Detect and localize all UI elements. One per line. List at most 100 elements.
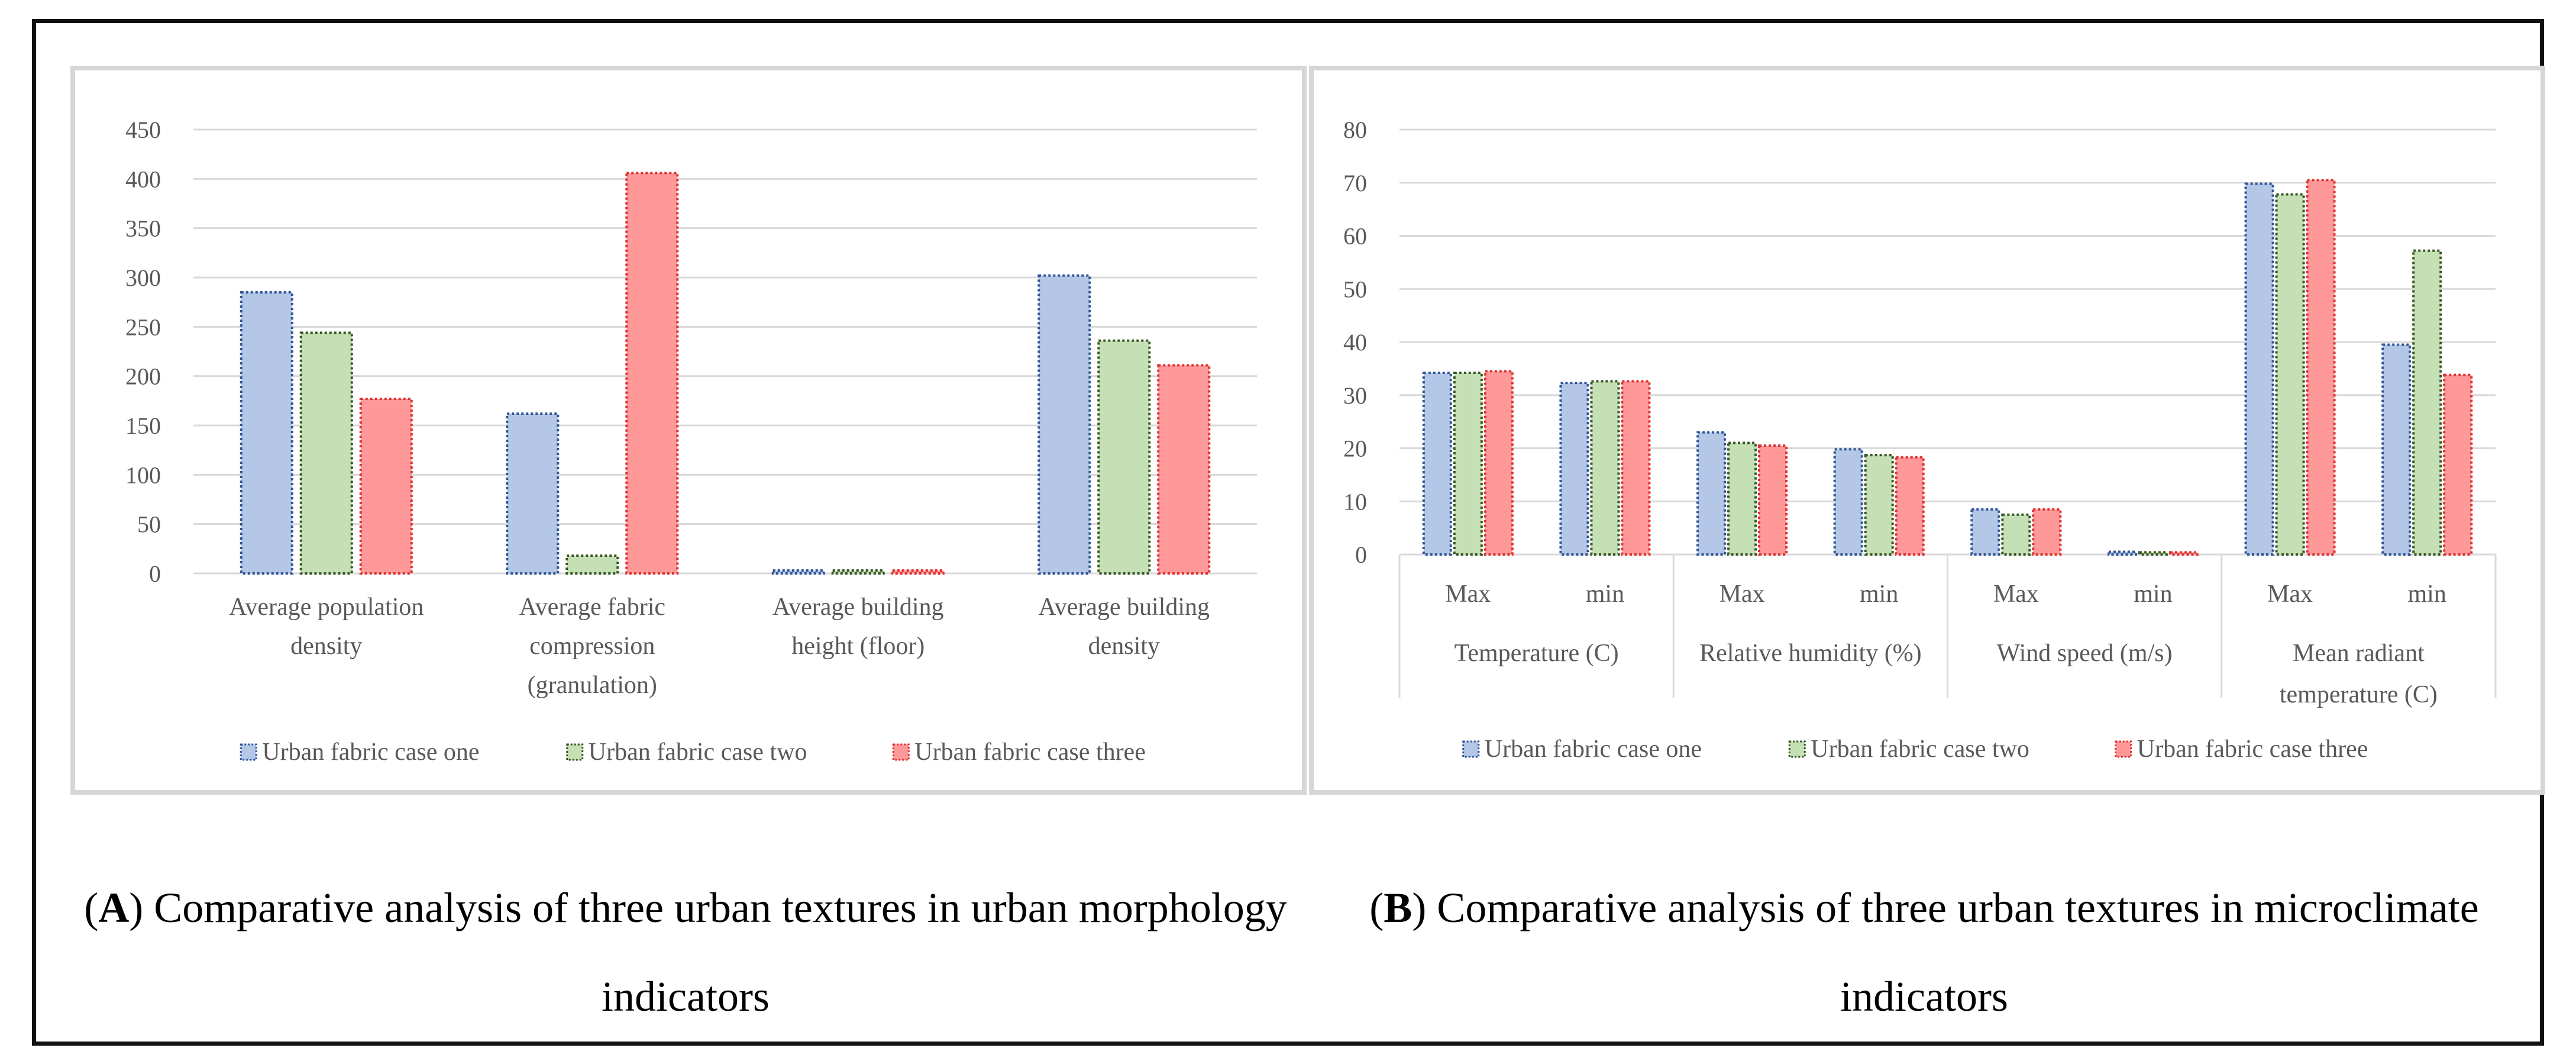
y-tick-label: 300	[125, 265, 161, 291]
bar-b-c3-s1	[1696, 431, 1727, 556]
bar-b-c2-s3	[1621, 380, 1651, 556]
bar-a-c3-s1	[771, 569, 825, 575]
bar-a-c2-s2	[565, 554, 619, 575]
legend-label-2: Urban fabric case two	[589, 739, 807, 766]
y-tick-label: 80	[1343, 117, 1367, 143]
legend-label-3: Urban fabric case three	[914, 739, 1146, 766]
caption-a-letter: A	[98, 884, 130, 931]
legend-label-1: Urban fabric case one	[1485, 736, 1702, 763]
bar-b-c1-s1	[1422, 372, 1452, 556]
y-tick-label: 400	[125, 166, 161, 192]
y-tick-label: 100	[125, 462, 161, 488]
bar-b-c6-s1	[2107, 550, 2137, 556]
bar-b-c8-s1	[2381, 343, 2412, 556]
legend-label-1: Urban fabric case one	[262, 739, 479, 766]
bar-b-c1-s3	[1483, 370, 1514, 556]
y-tick-label: 60	[1343, 223, 1367, 250]
x-sub-label: min	[2134, 581, 2172, 608]
y-tick-label: 350	[125, 215, 161, 242]
legend-swatch-3	[892, 743, 910, 761]
caption-b: (B) Comparative analysis of three urban …	[1369, 884, 2479, 1020]
x-sub-label: min	[2408, 581, 2446, 608]
x-group-label: Mean radiant	[2293, 640, 2425, 667]
legend-swatch-2	[1788, 740, 1806, 758]
y-tick-label: 0	[149, 560, 161, 587]
x-sub-label: min	[1860, 581, 1898, 608]
y-tick-label: 250	[125, 314, 161, 340]
y-tick-label: 70	[1343, 170, 1367, 196]
bar-b-c7-s3	[2306, 179, 2336, 556]
y-tick-label: 200	[125, 363, 161, 390]
y-tick-label: 20	[1343, 436, 1367, 462]
bar-b-c4-s1	[1833, 448, 1863, 556]
legend-label-3: Urban fabric case three	[2137, 736, 2368, 763]
caption-b-letter: B	[1384, 884, 1413, 931]
bar-b-c5-s1	[1970, 508, 2000, 556]
legend-label-2: Urban fabric case two	[1811, 736, 2029, 763]
x-category-label: density	[290, 633, 362, 660]
legend-swatch-1	[1462, 740, 1480, 758]
bar-b-c7-s1	[2244, 182, 2274, 556]
bar-a-c2-s3	[625, 172, 679, 575]
y-tick-label: 50	[137, 511, 161, 538]
x-category-label: Average building	[773, 594, 944, 621]
bar-b-c6-s3	[2168, 551, 2199, 556]
x-category-label: Average building	[1038, 594, 1210, 621]
bar-b-c5-s2	[2001, 513, 2031, 556]
x-sub-label: min	[1586, 581, 1624, 608]
bar-a-c1-s1	[240, 291, 293, 575]
bar-b-c7-s2	[2275, 193, 2305, 556]
x-category-label: density	[1088, 633, 1160, 660]
bar-b-c6-s2	[2138, 551, 2168, 556]
y-tick-label: 30	[1343, 382, 1367, 409]
bar-b-c5-s3	[2032, 508, 2062, 556]
y-tick-label: 150	[125, 412, 161, 439]
chart-panel-a: 0 50 100 150 200 250 300 350 400 450 Average popul…	[70, 66, 1307, 795]
legend-swatch-3	[2115, 740, 2132, 758]
x-group-label: temperature (C)	[2280, 681, 2438, 708]
x-category-label: Average population	[229, 594, 424, 621]
bar-b-c3-s2	[1727, 441, 1757, 556]
x-sub-label: Max	[1445, 581, 1491, 608]
y-tick-label: 450	[125, 117, 161, 143]
bar-a-c4-s2	[1097, 339, 1151, 575]
x-group-label: Relative humidity (%)	[1699, 640, 1922, 667]
bar-b-c2-s2	[1590, 380, 1620, 556]
figure-frame: 0 50 100 150 200 250 300 350 400 450 Average popul…	[32, 19, 2545, 1046]
bar-a-c3-s3	[891, 569, 945, 575]
bar-b-c1-s2	[1453, 372, 1483, 556]
bar-a-c4-s3	[1157, 364, 1211, 575]
y-tick-label: 50	[1343, 276, 1367, 302]
caption-b-text: Comparative analysis of three urban text…	[1426, 884, 2479, 1020]
bar-b-c2-s1	[1559, 382, 1589, 556]
x-category-label: Average fabric	[519, 594, 665, 621]
x-category-label: compression	[529, 633, 655, 660]
bar-a-c3-s2	[831, 569, 885, 575]
caption-a: (A) Comparative analysis of three urban …	[84, 884, 1287, 1020]
x-group-label: Temperature (C)	[1455, 640, 1619, 667]
x-category-label: (granulation)	[528, 672, 657, 699]
y-tick-label: 10	[1343, 488, 1367, 515]
legend-swatch-1	[240, 743, 257, 761]
bar-a-c2-s1	[506, 412, 560, 575]
legend-swatch-2	[566, 743, 584, 761]
x-sub-label: Max	[2267, 581, 2313, 608]
bar-a-c1-s3	[359, 398, 413, 575]
x-category-label: height (floor)	[791, 633, 925, 660]
chart-b: 0 10 20 30 40 50 60 70 80 Max min Max min Max min Max mi…	[1343, 117, 2497, 763]
x-sub-label: Max	[1720, 581, 1765, 608]
y-tick-label: 0	[1355, 541, 1367, 568]
x-sub-label: Max	[1993, 581, 2039, 608]
bar-b-c4-s2	[1864, 454, 1894, 556]
bar-b-c8-s3	[2443, 373, 2473, 556]
bar-b-c8-s2	[2412, 249, 2442, 556]
caption-a-text: Comparative analysis of three urban text…	[143, 884, 1287, 1020]
y-tick-label: 40	[1343, 329, 1367, 356]
bar-b-c3-s3	[1758, 444, 1788, 556]
chart-a: 0 50 100 150 200 250 300 350 400 450 Average popul…	[125, 117, 1257, 766]
chart-panel-b: 0 10 20 30 40 50 60 70 80 Max min Max min Max min Max mi…	[1309, 66, 2545, 795]
bar-a-c4-s1	[1037, 274, 1091, 575]
x-group-label: Wind speed (m/s)	[1997, 640, 2173, 667]
bar-b-c4-s3	[1895, 456, 1925, 556]
bar-a-c1-s2	[299, 331, 353, 575]
